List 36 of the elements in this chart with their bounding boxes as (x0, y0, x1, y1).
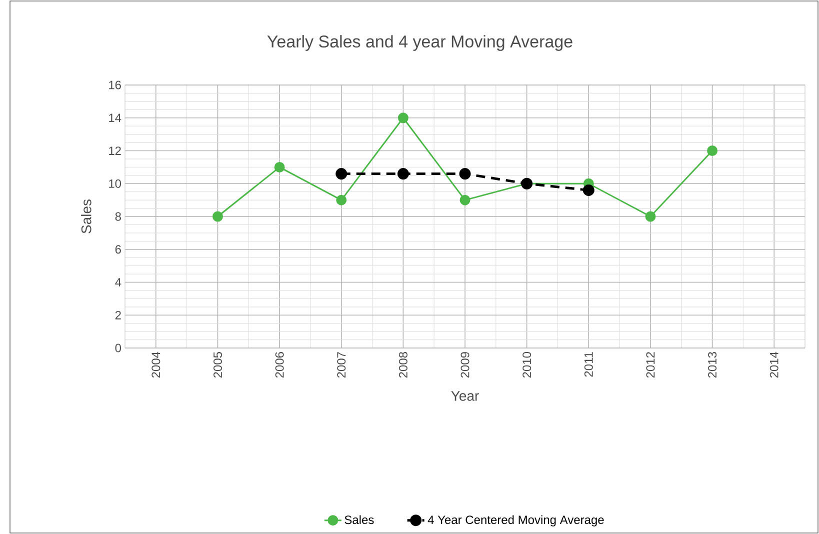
point (397, 168, 409, 180)
y-tick-label: 8 (115, 212, 121, 221)
y-axis-title: Sales (81, 199, 92, 234)
legend-label: 4 Year Centered Moving Average (428, 515, 604, 526)
point (707, 146, 718, 156)
y-tick-label: 4 (115, 278, 122, 286)
x-tick-label: 2004 (152, 352, 160, 378)
x-tick-label: 2009 (460, 352, 470, 378)
point (582, 184, 594, 196)
point (398, 112, 408, 124)
point (459, 168, 471, 180)
y-tick-label: 2 (115, 310, 121, 320)
x-tick-label: 2008 (398, 352, 408, 378)
x-tick-label: 2013 (708, 352, 717, 378)
x-tick-label: 2007 (337, 352, 346, 378)
point (336, 168, 348, 180)
x-tick-label: 2012 (646, 352, 655, 378)
chart-title: Yearly Sales and 4 year Moving Average (267, 35, 572, 51)
y-tick-label: 6 (115, 245, 121, 254)
x-tick-label: 2014 (770, 352, 778, 378)
y-tick-label: 0 (115, 344, 122, 352)
point (645, 211, 656, 222)
y-tick-label: 12 (109, 146, 121, 155)
y-tick-label: 14 (109, 114, 122, 122)
point (460, 194, 470, 206)
x-tick-label: 2010 (522, 352, 532, 378)
x-tick-label: 2005 (213, 352, 222, 378)
y-tick-label: 10 (109, 179, 122, 188)
y-tick-label: 16 (109, 80, 121, 90)
x-axis-title: Year (451, 391, 479, 401)
x-tick-label: 2006 (275, 352, 284, 378)
point (336, 194, 347, 206)
point (212, 211, 223, 222)
x-tick-label: 2011 (584, 352, 593, 377)
legend-label: Sales (344, 515, 374, 524)
point (274, 162, 285, 172)
